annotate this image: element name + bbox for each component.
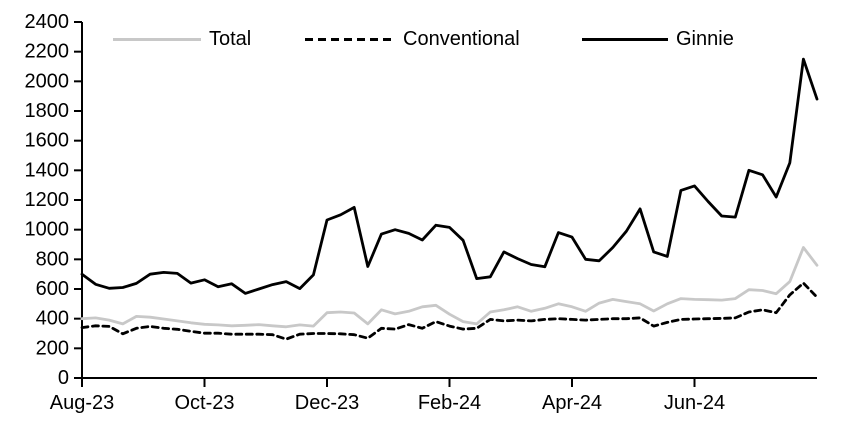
series-line-ginnie — [80, 57, 819, 295]
x-tick-label: Aug-23 — [50, 392, 115, 414]
legend-swatch-ginnie — [582, 37, 668, 41]
y-tick-label: 1800 — [25, 100, 70, 122]
y-tick-label: 1000 — [25, 219, 70, 241]
y-tick-label: 2000 — [25, 70, 70, 92]
legend-swatch-total — [113, 37, 201, 41]
x-tick-label: Feb-24 — [418, 392, 481, 414]
y-tick-label: 800 — [36, 248, 69, 270]
y-tick-label: 1400 — [25, 159, 70, 181]
x-tick-label: Oct-23 — [174, 392, 234, 414]
series-line-conventional — [80, 281, 819, 341]
x-tick-label: Apr-24 — [542, 392, 602, 414]
y-tick-label: 1600 — [25, 130, 70, 152]
legend-item-conventional: Conventional — [305, 28, 520, 50]
y-tick-label: 200 — [36, 337, 69, 359]
series-line-total — [80, 246, 819, 329]
legend-swatch-conventional — [305, 37, 395, 41]
legend-item-ginnie: Ginnie — [582, 28, 734, 50]
legend-item-total: Total — [113, 28, 251, 50]
x-tick-label: Dec-23 — [295, 392, 359, 414]
legend-label-conventional: Conventional — [403, 27, 520, 50]
y-tick-label: 600 — [36, 278, 69, 300]
y-tick-label: 0 — [58, 367, 69, 389]
x-tick-label: Jun-24 — [664, 392, 725, 414]
y-tick-label: 1200 — [25, 189, 70, 211]
y-tick-label: 2400 — [25, 11, 70, 33]
legend-label-ginnie: Ginnie — [676, 27, 734, 50]
legend-label-total: Total — [209, 27, 252, 50]
y-tick-label: 400 — [36, 308, 69, 330]
y-tick-label: 2200 — [25, 41, 70, 63]
